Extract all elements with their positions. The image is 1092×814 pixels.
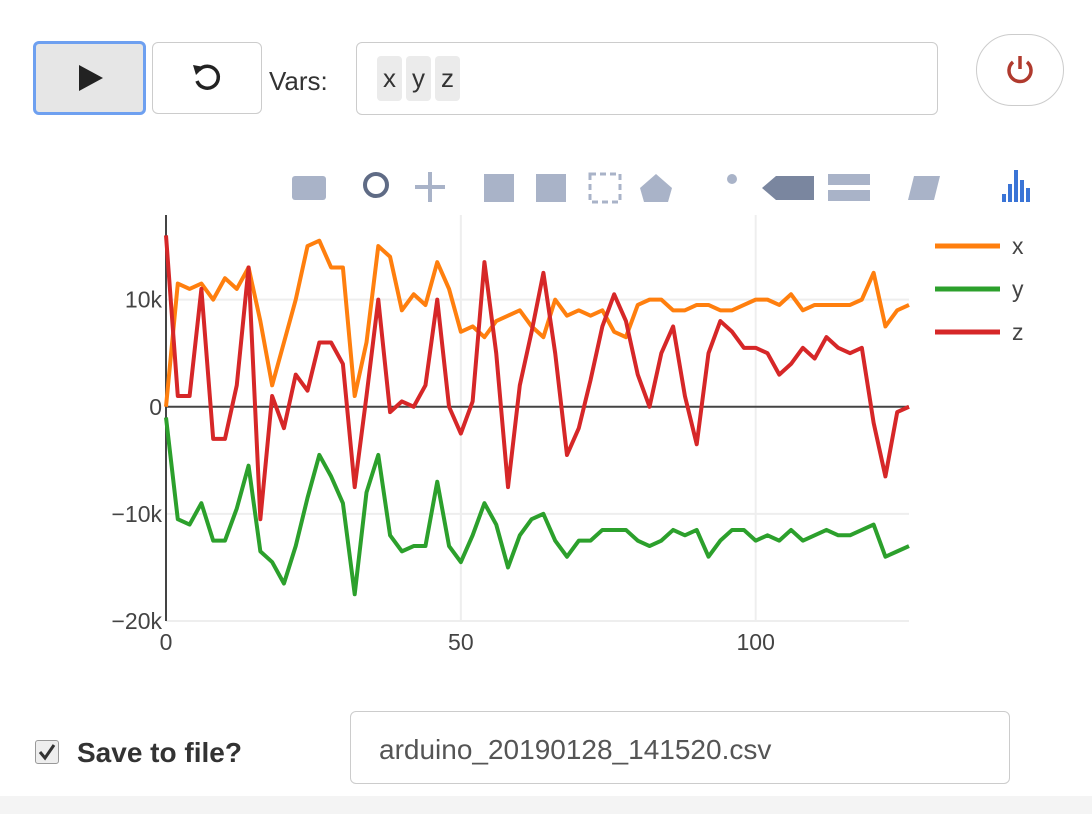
y-tick-label: −20k	[111, 608, 162, 634]
hover-compare-icon[interactable]	[828, 174, 870, 185]
edit-icon[interactable]	[908, 176, 940, 200]
legend-label: z	[1012, 319, 1024, 345]
x-tick-label: 50	[448, 629, 474, 655]
zoom-out-icon[interactable]	[536, 174, 566, 202]
vars-label: Vars:	[269, 66, 328, 96]
series-line	[164, 417, 910, 597]
autoscale-icon[interactable]	[588, 172, 622, 204]
play-icon	[78, 65, 103, 91]
chart: 0 50 100 −20k −10k 0 10k xyz	[111, 215, 1024, 655]
check-icon	[38, 744, 56, 761]
series-line	[164, 235, 910, 522]
series-line	[164, 238, 910, 407]
y-tick-label: 10k	[125, 287, 163, 313]
var-chip[interactable]: y	[406, 56, 431, 101]
x-tick-label: 100	[736, 629, 774, 655]
spike-icon[interactable]	[727, 174, 737, 184]
zoom-in-icon[interactable]	[484, 174, 514, 202]
power-icon	[1007, 56, 1033, 84]
modebar	[292, 170, 1030, 204]
legend-label: y	[1012, 276, 1024, 302]
reset-button[interactable]	[152, 42, 262, 114]
camera-icon[interactable]	[292, 176, 326, 200]
save-checkbox[interactable]	[35, 740, 59, 764]
legend-label: x	[1012, 233, 1024, 259]
y-tick-label: 0	[149, 394, 162, 420]
var-chip[interactable]: z	[435, 56, 460, 101]
filename-input[interactable]: arduino_20190128_141520.csv	[350, 711, 1010, 784]
var-chip[interactable]: x	[377, 56, 402, 101]
footer-bar	[0, 796, 1092, 814]
power-button[interactable]	[976, 34, 1064, 106]
x-tick-label: 0	[160, 629, 173, 655]
hover-closest-icon[interactable]	[762, 176, 814, 200]
pan-icon[interactable]	[415, 172, 445, 202]
save-label: Save to file?	[77, 737, 242, 768]
reset-icon	[193, 64, 221, 90]
y-tick-label: −10k	[111, 501, 162, 527]
reset-axes-icon[interactable]	[640, 174, 672, 202]
zoom-icon[interactable]	[363, 172, 389, 198]
play-button[interactable]	[33, 41, 146, 115]
plotly-logo[interactable]	[1002, 170, 1030, 202]
